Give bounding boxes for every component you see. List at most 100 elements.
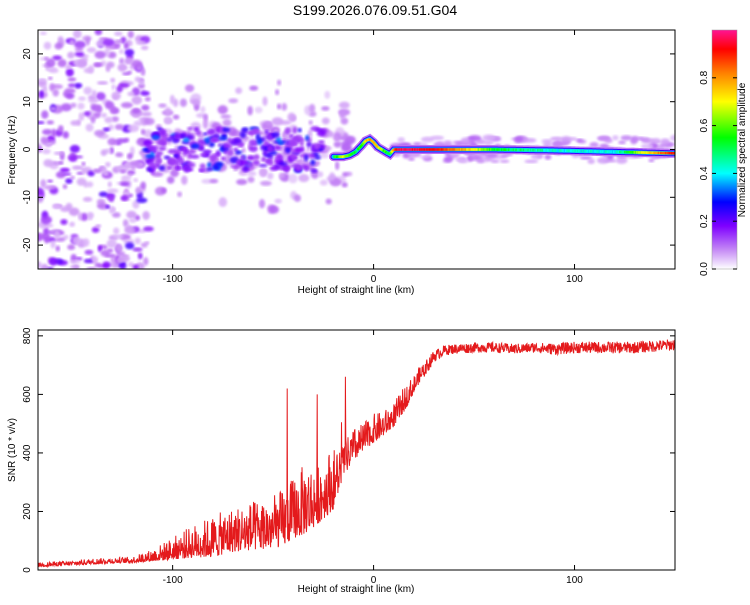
spectrogram-cell xyxy=(322,117,330,124)
spectrogram-cell xyxy=(305,135,309,141)
spectrogram-cell xyxy=(44,236,49,243)
spectrogram-cell xyxy=(84,111,91,116)
spectrogram-cell xyxy=(41,216,52,225)
spectrogram-cell xyxy=(221,156,226,160)
spectrogram-cell xyxy=(120,170,126,174)
ridge-core xyxy=(365,141,366,142)
spectrogram-cell xyxy=(77,178,87,186)
spectrogram-cell xyxy=(544,154,551,159)
spectrogram-cell xyxy=(191,143,200,148)
spectrogram-cell xyxy=(203,114,208,121)
spectrogram-cell xyxy=(183,137,190,142)
spectrogram-cell xyxy=(128,31,134,39)
spectrogram-cell xyxy=(60,168,70,173)
x-tick-label: 100 xyxy=(566,274,583,285)
spectrogram-cell xyxy=(66,68,74,76)
spectrogram-cell xyxy=(247,106,252,116)
x-tick-label: -100 xyxy=(163,274,183,285)
ridge-core xyxy=(366,140,368,141)
spectrogram-cell xyxy=(44,42,52,50)
spectrogram-cell xyxy=(57,59,66,67)
ridge-core xyxy=(384,151,385,152)
spectrogram-cell xyxy=(97,81,108,85)
spectrogram-cell xyxy=(318,140,325,144)
ridge-core xyxy=(379,148,380,149)
spectrogram-cell xyxy=(69,222,75,227)
spectrogram-cell xyxy=(40,90,44,98)
spectrogram-cell xyxy=(50,107,57,111)
spectrogram-cell xyxy=(126,211,136,219)
x-tick-label: -100 xyxy=(163,575,183,586)
spectrogram-cell xyxy=(249,86,258,91)
spectrogram-cell xyxy=(40,264,48,273)
spectrogram-cell xyxy=(91,116,96,123)
spectrogram-cell xyxy=(587,159,594,164)
spectrogram-cell xyxy=(127,92,134,96)
spectrogram-cell xyxy=(176,164,180,171)
ridge-core xyxy=(391,151,392,153)
spectrogram-cell xyxy=(200,106,205,113)
spectrogram-cell xyxy=(107,248,113,252)
colorbar-tick-label: 0.4 xyxy=(699,166,710,180)
spectrogram-cell xyxy=(43,227,49,234)
spectrogram-cell xyxy=(70,176,75,179)
spectrogram-cell xyxy=(58,125,64,132)
y-tick-label: 400 xyxy=(22,444,33,461)
spectrogram-cell xyxy=(122,72,131,75)
spectrogram-cell xyxy=(218,136,227,140)
spectrogram-xlabel: Height of straight line (km) xyxy=(298,285,415,296)
spectrogram-cell xyxy=(246,155,254,160)
spectrogram-cell xyxy=(275,89,279,95)
snr-xlabel: Height of straight line (km) xyxy=(298,584,415,595)
spectrogram-cell xyxy=(84,68,93,73)
spectrogram-cell xyxy=(115,152,123,157)
spectrogram-cell xyxy=(276,137,282,142)
spectrogram-cell xyxy=(117,40,124,43)
spectrogram-cell xyxy=(431,136,445,141)
spectrogram-cell xyxy=(159,165,165,170)
spectrogram-cell xyxy=(298,174,309,182)
spectrogram-cell xyxy=(285,147,291,154)
spectrogram-cell xyxy=(121,175,131,180)
spectrogram-cell xyxy=(108,196,114,202)
spectrogram-cell xyxy=(222,127,230,132)
spectrogram-cell xyxy=(281,103,287,111)
spectrogram-cell xyxy=(82,238,89,246)
spectrogram-cell xyxy=(190,155,200,159)
spectrogram-cell xyxy=(136,41,146,45)
colorbar-tick-label: 0.2 xyxy=(699,214,710,228)
spectrogram-cell xyxy=(145,241,150,244)
y-tick-label: -10 xyxy=(22,190,33,205)
ridge-core xyxy=(378,147,379,148)
y-tick-label: 600 xyxy=(22,386,33,403)
spectrogram-cell xyxy=(468,135,481,141)
spectrogram-cell xyxy=(125,49,135,56)
spectrogram-cell xyxy=(121,102,133,108)
spectrogram-cell xyxy=(339,111,345,120)
spectrogram-cell xyxy=(119,83,129,86)
spectrogram-cell xyxy=(262,97,267,106)
spectrogram-cell xyxy=(38,79,47,82)
spectrogram-cell xyxy=(515,136,524,142)
spectrogram-cell xyxy=(111,84,115,90)
spectrogram-cell xyxy=(49,257,57,265)
spectrogram-cell xyxy=(145,97,151,102)
spectrogram-cell xyxy=(36,121,45,124)
spectrogram-cell xyxy=(165,107,172,116)
spectrogram-cell xyxy=(247,172,256,176)
ridge-core xyxy=(367,140,368,141)
snr-ylabel: SNR (10 * v/v) xyxy=(7,418,18,482)
spectrogram-cell xyxy=(70,145,80,153)
spectrogram-cell xyxy=(101,149,107,156)
spectrogram-cell xyxy=(120,182,130,186)
spectrogram-cell xyxy=(131,167,135,170)
spectrogram-cell xyxy=(41,110,48,118)
spectrogram-cell xyxy=(178,148,184,151)
spectrogram-cell xyxy=(115,244,123,252)
spectrogram-cell xyxy=(397,137,405,143)
spectrogram-cell xyxy=(43,159,53,167)
spectrogram-cell xyxy=(218,143,222,146)
spectrogram-cell xyxy=(121,195,128,200)
spectrogram-cell xyxy=(482,134,495,141)
